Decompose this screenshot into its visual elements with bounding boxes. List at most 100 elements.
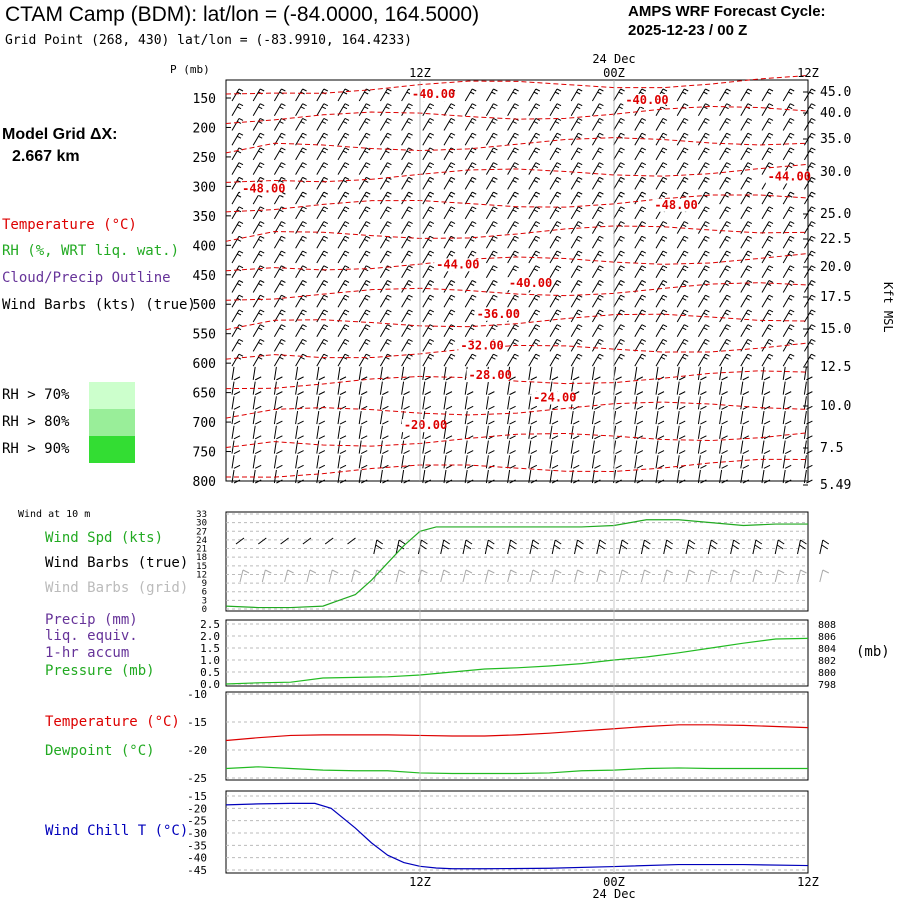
wind-barb bbox=[379, 366, 389, 381]
wind-barb bbox=[507, 294, 519, 308]
wind-barb bbox=[337, 221, 350, 234]
wind-barb bbox=[761, 294, 774, 308]
wind-barb bbox=[634, 132, 647, 146]
wind-barb bbox=[507, 469, 516, 484]
wind-barb-true bbox=[685, 539, 696, 555]
wind-barb bbox=[719, 147, 731, 161]
wind-barb bbox=[634, 206, 647, 220]
wind-barb bbox=[295, 294, 307, 308]
label-pressure-unit: (mb) bbox=[856, 644, 890, 660]
wind-barb bbox=[422, 338, 435, 352]
time-tick-label-top: 12Z bbox=[409, 66, 431, 80]
wind-barb bbox=[379, 191, 392, 205]
wind-barb-true bbox=[574, 539, 584, 555]
wind-barb bbox=[740, 425, 750, 440]
wind-barb bbox=[231, 88, 244, 102]
wind-barb bbox=[591, 132, 604, 146]
wind-barb bbox=[358, 396, 368, 410]
wind-barb bbox=[401, 381, 410, 396]
pressure-tick-label: 700 bbox=[193, 416, 216, 431]
wind-barb bbox=[231, 366, 241, 381]
wind-barb bbox=[782, 147, 795, 161]
label-1hr-accum: 1-hr accum bbox=[45, 645, 130, 661]
wind-barb bbox=[316, 162, 329, 175]
isotherm-line bbox=[225, 432, 809, 449]
wind-barb bbox=[613, 250, 625, 264]
label-wind-barbs-true: Wind Barbs (true) bbox=[45, 555, 189, 571]
wind-barb bbox=[337, 206, 350, 220]
height-tick-label: 12.5 bbox=[820, 360, 851, 375]
wind-barb bbox=[273, 294, 286, 308]
wind-barb bbox=[316, 469, 326, 484]
wind-barb bbox=[697, 411, 707, 425]
rh-80-swatch bbox=[89, 409, 135, 436]
wind-barb bbox=[358, 103, 371, 116]
wind-barb bbox=[549, 440, 559, 454]
wind-barb-grid bbox=[640, 569, 651, 583]
wind-barb bbox=[295, 309, 307, 323]
wind-barb bbox=[295, 235, 307, 249]
isotherm-line bbox=[225, 225, 809, 242]
wind-barb-grid bbox=[484, 569, 495, 583]
wind-barb bbox=[676, 324, 689, 337]
wind-barb bbox=[719, 250, 731, 264]
wind-barb bbox=[231, 265, 244, 279]
wind-barb bbox=[740, 440, 750, 454]
wind-barb bbox=[719, 235, 731, 249]
wind-barb bbox=[337, 411, 347, 425]
wind-barb bbox=[697, 280, 710, 293]
wind-barb bbox=[528, 88, 541, 102]
wind-barb bbox=[655, 280, 668, 293]
wind-barb bbox=[295, 176, 307, 190]
wind-barb bbox=[782, 309, 795, 323]
wind-chill-panel: -15-20-25-30-35-40-45 bbox=[187, 790, 809, 877]
wind-barb bbox=[803, 103, 816, 116]
wind-tick-label: 30 bbox=[196, 519, 207, 529]
wind-barb bbox=[358, 132, 371, 146]
isotherm-label: -32.00 bbox=[460, 339, 503, 353]
wind-barb bbox=[231, 411, 241, 425]
wind-barb bbox=[803, 118, 816, 131]
wind-barb bbox=[316, 206, 329, 220]
wind-barb bbox=[422, 440, 432, 454]
wind-barb bbox=[358, 250, 371, 264]
pressure-tick-label: 750 bbox=[193, 446, 216, 461]
wind-barb bbox=[782, 411, 792, 425]
wind-barb bbox=[719, 455, 728, 469]
wind-barb bbox=[507, 353, 519, 367]
wind-barb bbox=[761, 381, 771, 396]
upper-y-axis-title: P (mb) bbox=[170, 63, 210, 76]
chill-tick-label: -30 bbox=[187, 827, 207, 840]
wind-barb bbox=[676, 176, 689, 190]
wind-barb bbox=[676, 221, 689, 234]
wind-barb bbox=[528, 366, 538, 381]
wind-barb bbox=[613, 338, 625, 352]
wind-barb-true bbox=[819, 539, 830, 555]
wind-barb bbox=[295, 324, 307, 337]
wind-barb bbox=[697, 440, 707, 454]
wind-barb bbox=[464, 469, 474, 484]
wind-barb bbox=[528, 294, 541, 308]
height-tick-label: 25.0 bbox=[820, 207, 851, 222]
wind-barb bbox=[761, 88, 774, 102]
wind-barb bbox=[591, 366, 601, 381]
wind-barb bbox=[231, 381, 241, 396]
wind-barb bbox=[613, 88, 625, 102]
wind-barb bbox=[295, 162, 307, 175]
wind-barb bbox=[697, 294, 710, 308]
wind-barb bbox=[740, 324, 753, 337]
wind-barb bbox=[337, 353, 350, 367]
wind-barb-true bbox=[395, 539, 406, 555]
wind-barb-true bbox=[640, 539, 651, 555]
wind-barb bbox=[803, 250, 816, 264]
wind-barb bbox=[782, 381, 792, 396]
wind-barb bbox=[252, 206, 265, 220]
wind-barb bbox=[507, 88, 519, 102]
wind-barb bbox=[719, 206, 731, 220]
wind-barb bbox=[528, 425, 538, 440]
wind-barb bbox=[697, 265, 710, 279]
wind-barb bbox=[485, 440, 495, 454]
wind-barb bbox=[634, 425, 644, 440]
wind-barb bbox=[697, 235, 710, 249]
isotherm-line bbox=[225, 137, 809, 154]
